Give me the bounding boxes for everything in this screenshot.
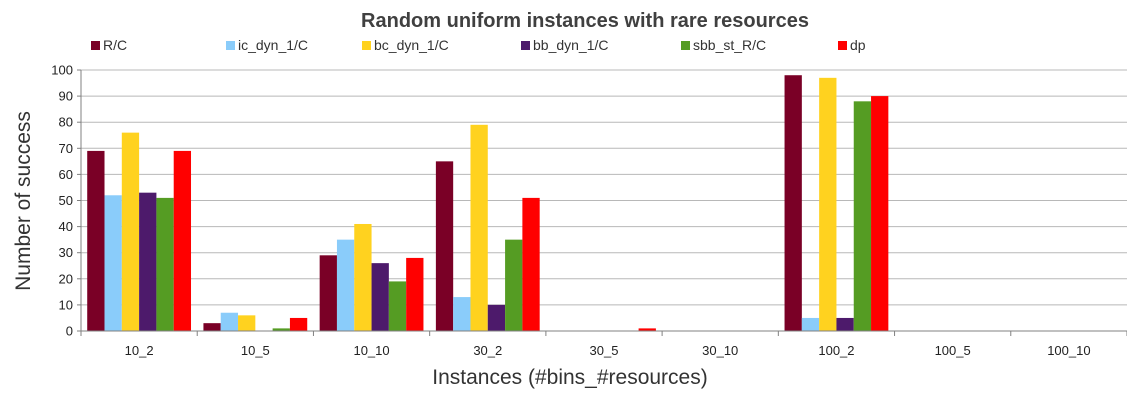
bar xyxy=(784,75,802,331)
y-tick-label: 100 xyxy=(51,63,73,78)
x-tick-label: 100_2 xyxy=(818,343,854,358)
legend-swatch xyxy=(521,41,530,50)
legend-label: R/C xyxy=(103,37,127,53)
y-tick-label: 40 xyxy=(59,219,73,234)
legend-label: bc_dyn_1/C xyxy=(374,37,449,53)
x-tick-label: 10_5 xyxy=(241,343,270,358)
bar xyxy=(388,281,407,331)
legend: R/C ic_dyn_1/C bc_dyn_1/C bb_dyn_1/C sbb_st_… xyxy=(91,37,866,53)
x-tick-label: 30_5 xyxy=(590,343,619,358)
x-tick-label: 30_10 xyxy=(702,343,738,358)
bar xyxy=(871,96,889,331)
bar xyxy=(354,223,372,331)
legend-swatch xyxy=(681,41,690,50)
legend-swatch xyxy=(362,41,371,50)
bar xyxy=(819,77,837,331)
bar xyxy=(319,255,337,331)
y-tick-label: 30 xyxy=(59,245,73,260)
y-tick-label: 20 xyxy=(59,271,73,286)
bar xyxy=(289,317,308,331)
y-tick-label: 60 xyxy=(59,167,73,182)
bar xyxy=(104,195,122,331)
bar xyxy=(853,101,872,331)
bar xyxy=(470,124,488,331)
bar xyxy=(203,323,221,331)
bar xyxy=(238,315,256,331)
legend-label: dp xyxy=(850,37,866,53)
x-tick-label: 100_10 xyxy=(1047,343,1090,358)
bar xyxy=(121,132,140,331)
chart-title: Random uniform instances with rare resou… xyxy=(361,10,809,32)
bar xyxy=(156,197,174,331)
bar xyxy=(638,328,656,331)
bar xyxy=(272,328,290,331)
y-tick-label: 10 xyxy=(59,297,73,312)
x-tick-label: 10_2 xyxy=(125,343,154,358)
bar xyxy=(336,239,355,331)
bar xyxy=(220,312,239,331)
legend-swatch xyxy=(838,41,847,50)
bar xyxy=(406,257,424,331)
y-tick-label: 50 xyxy=(59,193,73,208)
bar xyxy=(505,239,523,331)
x-axis-label: Instances (#bins_#resources) xyxy=(432,366,707,389)
legend-swatch xyxy=(91,41,100,50)
legend-label: bb_dyn_1/C xyxy=(533,37,609,53)
bar xyxy=(371,263,389,331)
gridlines xyxy=(81,69,1127,306)
bar xyxy=(522,197,540,331)
y-tick-label: 80 xyxy=(59,115,73,130)
bar xyxy=(801,317,820,331)
bar xyxy=(139,192,157,331)
y-tick-label: 90 xyxy=(59,89,73,104)
legend-swatch xyxy=(226,41,235,50)
bars xyxy=(87,75,889,331)
y-tick-labels: 0 10 20 30 40 50 60 70 80 90 100 xyxy=(51,63,73,339)
x-tick-label: 30_2 xyxy=(473,343,502,358)
y-axis-label: Number of success xyxy=(12,111,35,291)
y-tick-label: 70 xyxy=(59,141,73,156)
legend-label: sbb_st_R/C xyxy=(693,37,766,53)
bar xyxy=(487,304,506,331)
legend-label: ic_dyn_1/C xyxy=(238,37,308,53)
bar xyxy=(435,161,454,331)
x-tick-label: 10_10 xyxy=(353,343,389,358)
bar xyxy=(173,150,192,331)
bar xyxy=(87,150,105,331)
y-tick-label: 0 xyxy=(66,324,73,339)
bar xyxy=(453,297,471,331)
x-tick-labels: 10_2 10_5 10_10 30_2 30_5 30_10 100_2 100_5 100_… xyxy=(125,343,1091,358)
x-tick-label: 100_5 xyxy=(935,343,971,358)
bar xyxy=(836,317,854,331)
axes xyxy=(77,69,1127,336)
